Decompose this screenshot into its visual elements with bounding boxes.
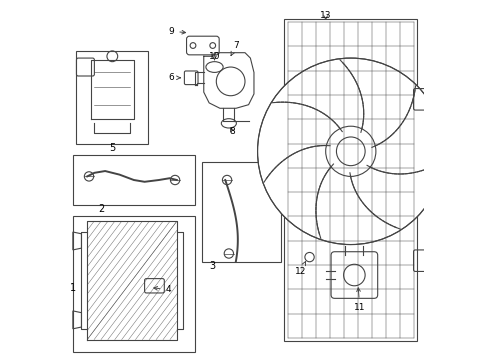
Bar [76,51,148,144]
Circle shape [326,126,376,176]
Text: 10: 10 [209,52,221,61]
Text: 9: 9 [169,27,186,36]
Text: 7: 7 [231,41,239,55]
Text: 11: 11 [354,288,366,312]
Text: 12: 12 [295,261,306,276]
Text: 13: 13 [320,10,331,19]
Bar [202,162,281,262]
Text: 8: 8 [230,127,235,136]
Text: 5: 5 [109,143,116,153]
Text: 3: 3 [210,261,216,271]
Bar [73,155,195,205]
Text: 2: 2 [98,204,105,214]
Bar [73,216,195,352]
Text: 4: 4 [154,285,171,294]
Bar [285,19,417,341]
Circle shape [258,58,444,244]
Text: 1: 1 [70,283,76,293]
Text: 6: 6 [169,73,180,82]
